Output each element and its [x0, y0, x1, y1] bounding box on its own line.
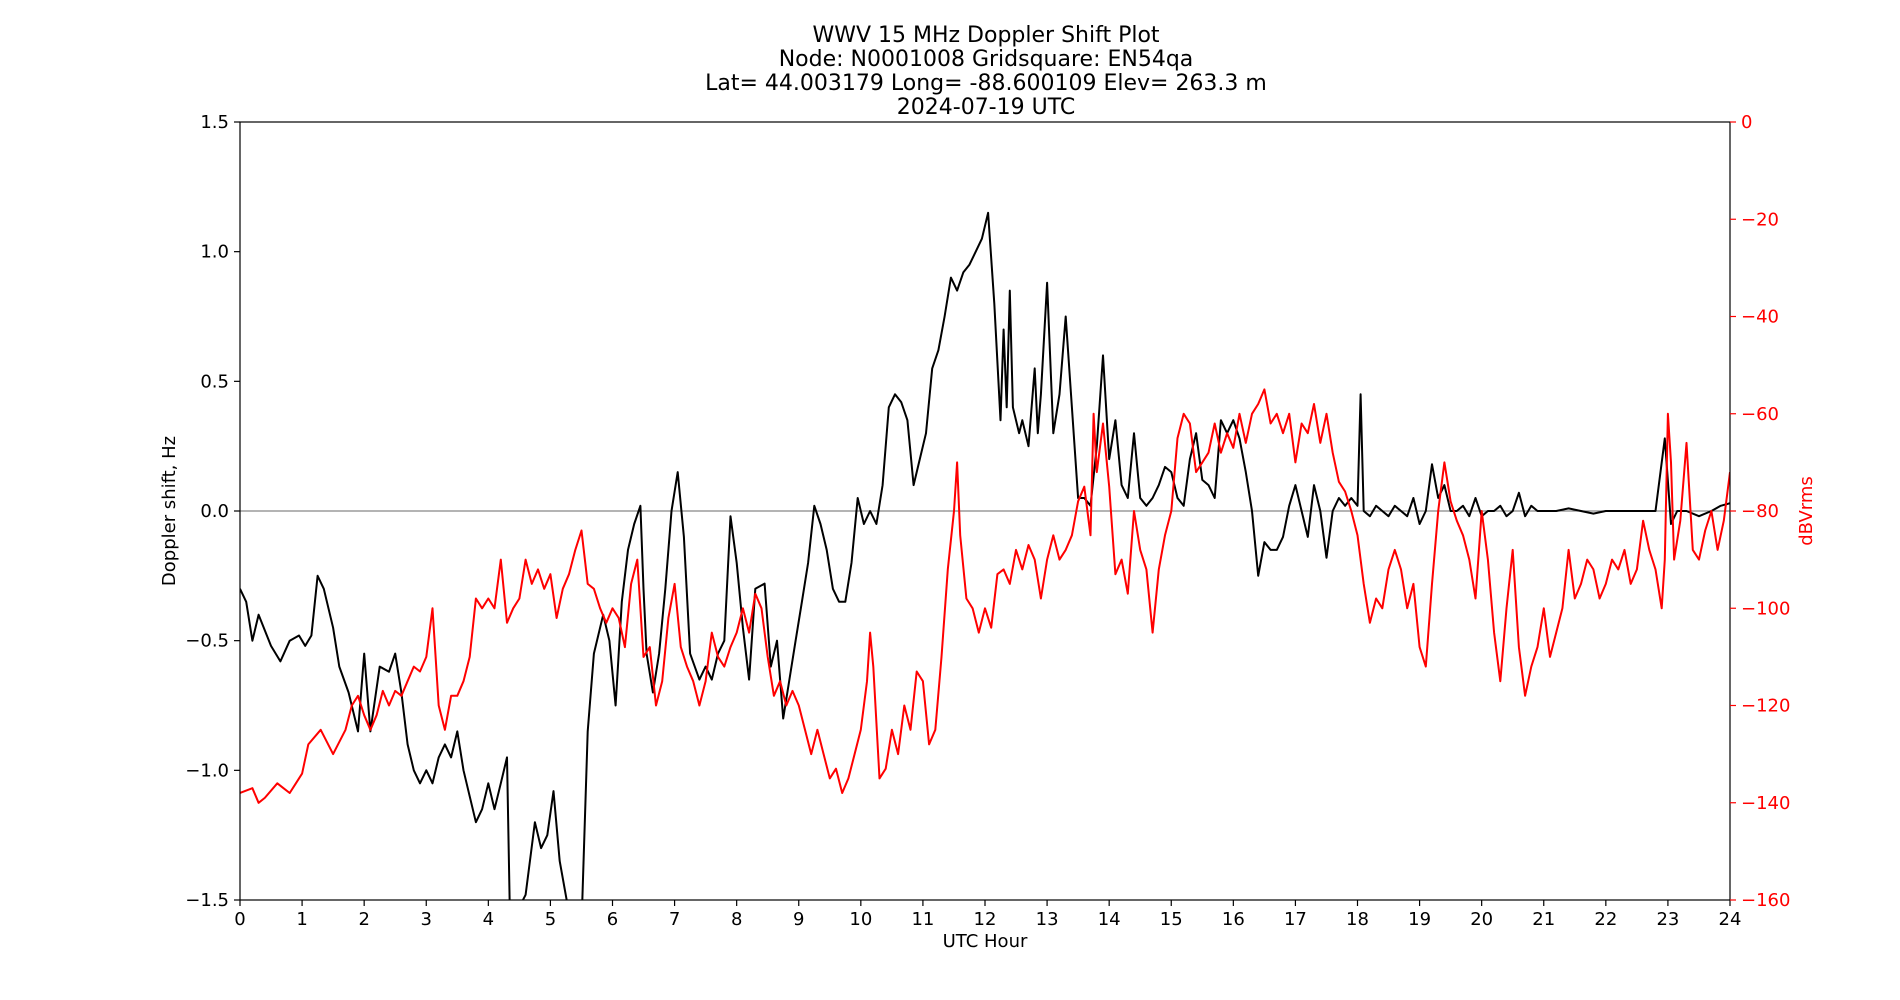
x-tick-label: 2: [358, 909, 369, 930]
y-tick-label: 1.5: [200, 112, 229, 133]
y-axis-ticks: 1.5 1.0 0.5 0.0 −0.5 −1.0 −1.5: [185, 112, 240, 911]
x-tick-label: 21: [1532, 909, 1555, 930]
y-axis-right-ticks: 0 −20 −40 −60 −80 −100 −120 −140 −160: [1730, 112, 1790, 911]
x-tick-label: 11: [911, 909, 934, 930]
y-tick-label: 0.5: [200, 371, 229, 392]
y-tick-label: −1.5: [185, 890, 229, 911]
y-right-tick-label: −60: [1741, 404, 1779, 425]
x-tick-label: 0: [234, 909, 245, 930]
y-right-tick-label: 0: [1741, 112, 1752, 133]
doppler-series-line: [240, 211, 1730, 900]
x-tick-label: 3: [421, 909, 432, 930]
chart-title-line-2: Node: N0001008 Gridsquare: EN54qa: [779, 47, 1194, 72]
y-right-tick-label: −100: [1741, 598, 1790, 619]
chart-title-line-3: Lat= 44.003179 Long= -88.600109 Elev= 26…: [705, 71, 1267, 96]
x-tick-label: 15: [1160, 909, 1183, 930]
x-tick-label: 8: [731, 909, 742, 930]
x-tick-label: 13: [1036, 909, 1059, 930]
x-axis-label: UTC Hour: [943, 931, 1028, 952]
x-tick-label: 12: [974, 909, 997, 930]
x-tick-label: 1: [296, 909, 307, 930]
x-tick-label: 9: [793, 909, 804, 930]
x-axis-ticks: 0 1 2 3 4 5 6 7 8 9 10 11 12 13 14 15 16 17 18 19 20 21 22 23 24: [234, 900, 1741, 930]
x-tick-label: 17: [1284, 909, 1307, 930]
y-axis-right-label: dBVrms: [1796, 476, 1817, 546]
x-tick-label: 16: [1222, 909, 1245, 930]
y-tick-label: −1.0: [185, 760, 229, 781]
series-group: [240, 211, 1730, 900]
x-tick-label: 19: [1408, 909, 1431, 930]
x-tick-label: 22: [1594, 909, 1617, 930]
chart-title-block: WWV 15 MHz Doppler Shift Plot Node: N000…: [705, 23, 1267, 120]
x-tick-label: 7: [669, 909, 680, 930]
chart-title-line-4: 2024-07-19 UTC: [897, 95, 1075, 120]
chart-title-line-1: WWV 15 MHz Doppler Shift Plot: [812, 23, 1159, 48]
y-right-tick-label: −160: [1741, 890, 1790, 911]
power-series-line: [240, 388, 1730, 804]
y-tick-label: −0.5: [185, 631, 229, 652]
y-right-tick-label: −20: [1741, 209, 1779, 230]
y-axis-label: Doppler shift, Hz: [159, 436, 180, 586]
x-tick-label: 18: [1346, 909, 1369, 930]
y-right-tick-label: −140: [1741, 793, 1790, 814]
x-tick-label: 14: [1098, 909, 1121, 930]
x-tick-label: 24: [1719, 909, 1742, 930]
y-tick-label: 0.0: [200, 501, 229, 522]
x-tick-label: 4: [483, 909, 494, 930]
x-tick-label: 23: [1656, 909, 1679, 930]
x-tick-label: 5: [545, 909, 556, 930]
x-tick-label: 20: [1470, 909, 1493, 930]
x-tick-label: 6: [607, 909, 618, 930]
x-tick-label: 10: [849, 909, 872, 930]
y-right-tick-label: −40: [1741, 307, 1779, 328]
y-tick-label: 1.0: [200, 242, 229, 263]
y-right-tick-label: −80: [1741, 501, 1779, 522]
y-right-tick-label: −120: [1741, 696, 1790, 717]
